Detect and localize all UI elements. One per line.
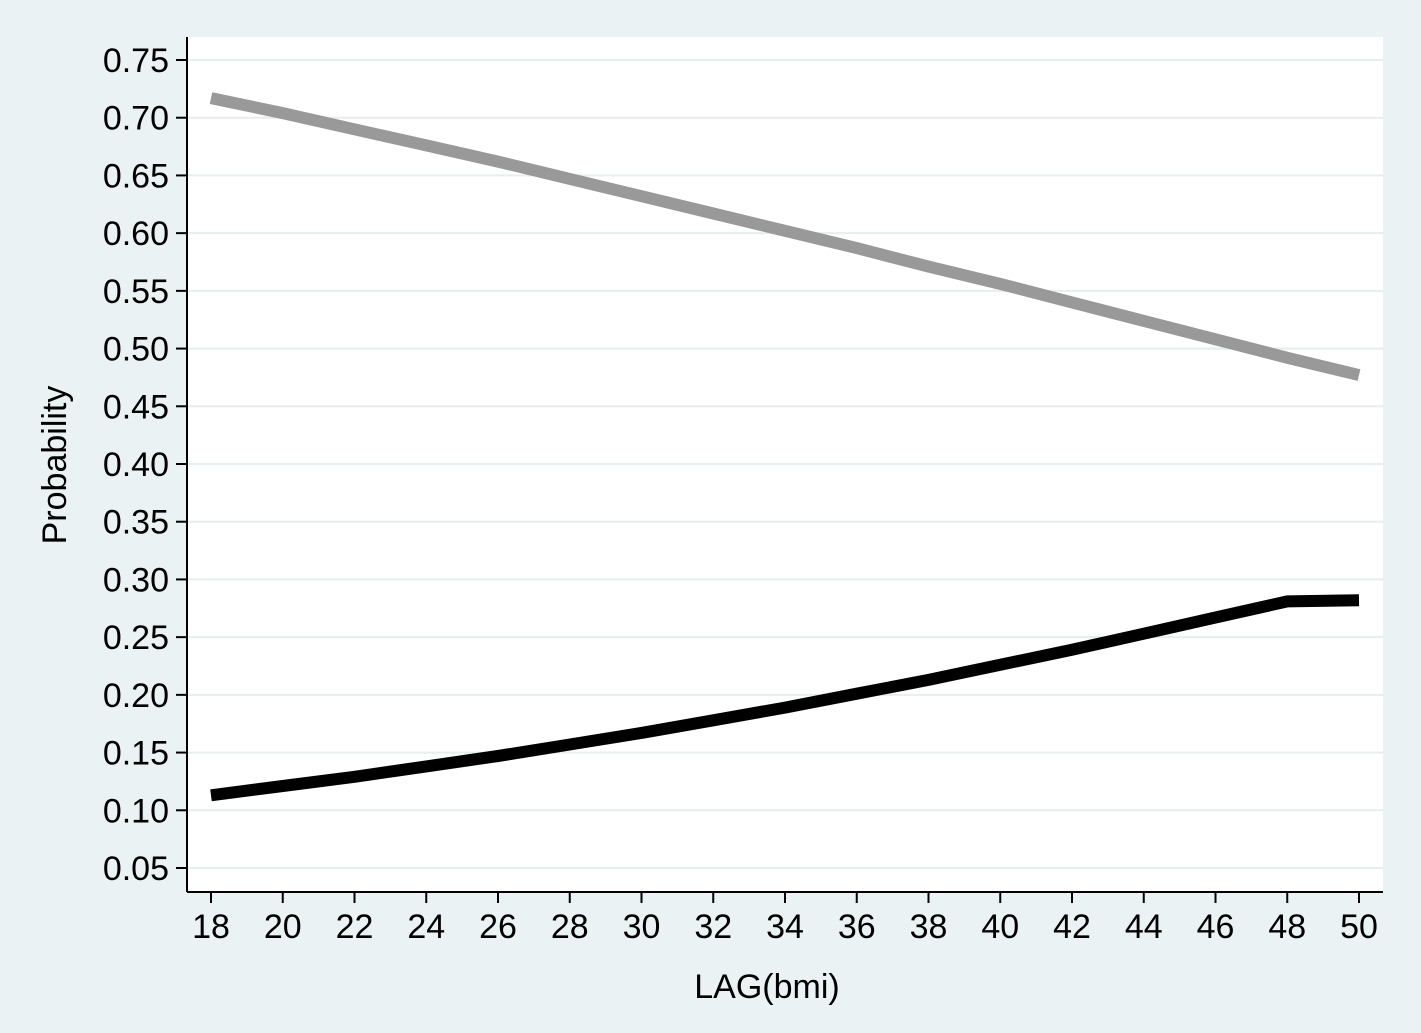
x-tick-label-8: 34 — [766, 908, 804, 946]
y-tick-label-2: 0.15 — [103, 735, 169, 773]
x-tick-label-4: 26 — [479, 908, 517, 946]
y-tick-label-10: 0.55 — [103, 273, 169, 311]
y-tick-label-7: 0.40 — [103, 446, 169, 484]
y-tick-label-12: 0.65 — [103, 157, 169, 195]
x-tick-label-15: 48 — [1268, 908, 1306, 946]
y-tick-label-13: 0.70 — [103, 100, 169, 138]
x-tick-label-6: 30 — [623, 908, 661, 946]
x-axis-title: LAG(bmi) — [694, 968, 839, 1006]
x-tick-label-12: 42 — [1053, 908, 1091, 946]
grid-lines — [187, 59, 1383, 869]
y-tick-label-14: 0.75 — [103, 42, 169, 80]
y-tick-label-0: 0.05 — [103, 850, 169, 888]
x-tick-label-0: 18 — [192, 908, 230, 946]
x-tick-label-16: 50 — [1340, 908, 1378, 946]
y-axis-title: Probability — [36, 386, 74, 545]
y-tick-label-1: 0.10 — [103, 792, 169, 830]
x-tick-label-1: 20 — [264, 908, 302, 946]
y-tick-label-9: 0.50 — [103, 331, 169, 369]
series-line-1 — [210, 594, 1360, 802]
x-tick-label-11: 40 — [981, 908, 1019, 946]
x-tick-label-14: 46 — [1197, 908, 1235, 946]
y-tick-label-5: 0.30 — [103, 561, 169, 599]
y-tick-label-3: 0.20 — [103, 677, 169, 715]
x-tick-label-5: 28 — [551, 908, 589, 946]
x-tick-label-9: 36 — [838, 908, 876, 946]
x-tick-label-7: 32 — [694, 908, 732, 946]
y-tick-label-6: 0.35 — [103, 504, 169, 542]
series-line-0 — [209, 92, 1361, 381]
x-tick-label-13: 44 — [1125, 908, 1163, 946]
series-lines — [209, 92, 1361, 802]
y-tick-label-8: 0.45 — [103, 388, 169, 426]
axes: 0.05 0.10 0.15 0.20 0.25 0.30 0.35 0.40 0.45 0.50… — [103, 37, 1383, 946]
x-tick-label-10: 38 — [910, 908, 948, 946]
y-tick-label-11: 0.60 — [103, 215, 169, 253]
y-tick-label-4: 0.25 — [103, 619, 169, 657]
x-tick-label-3: 24 — [407, 908, 445, 946]
x-tick-label-2: 22 — [336, 908, 374, 946]
